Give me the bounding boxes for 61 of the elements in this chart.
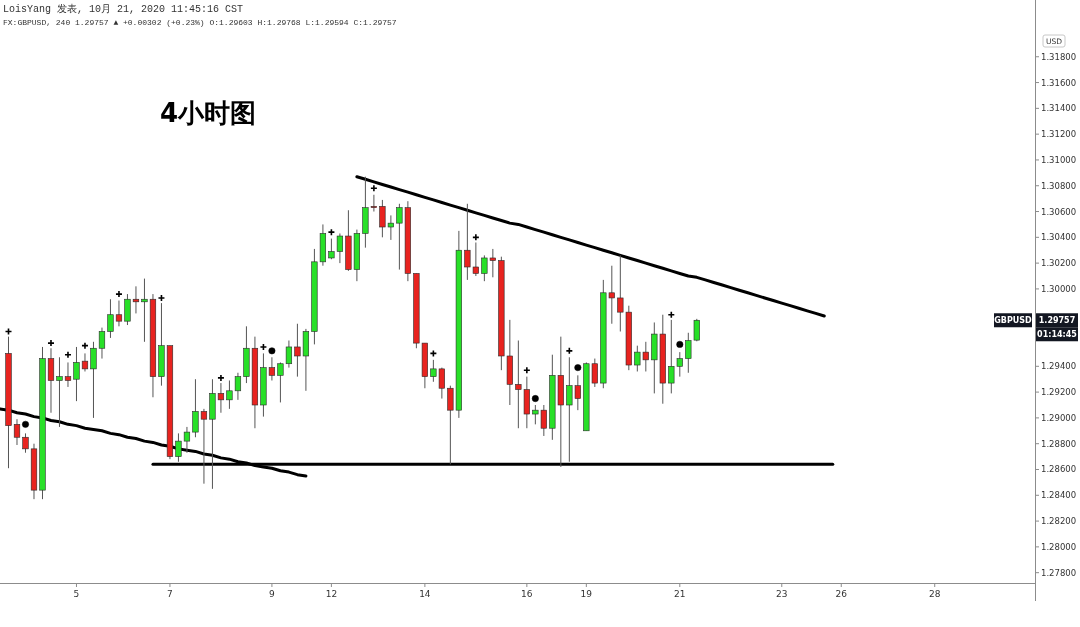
price-label: 1.29757 [1036, 313, 1078, 328]
y-tick-label: 1.30200 [1041, 258, 1077, 269]
text: FX:GBPUSD, 240 1.29757 ▲ +0.00302 (+0.23%) O:1.29603 H:1.29768 L:1.29594 C:1.29757 [3, 18, 397, 27]
x-tick-label: 12 [325, 589, 338, 599]
y-tick-label: 1.28200 [1041, 516, 1077, 527]
point [115, 290, 123, 298]
candlestick [132, 285, 140, 314]
candlestick [90, 341, 97, 419]
y-tick-label: 1.30600 [1041, 206, 1077, 217]
y-tick-label: 1.31800 [1041, 51, 1077, 62]
point [22, 420, 29, 428]
candlestick [98, 327, 106, 360]
candlestick [22, 432, 29, 454]
text: 4小时图 [160, 98, 257, 128]
x-tick-label: 9 [269, 589, 276, 599]
line-series [355, 175, 826, 318]
y-tick-label: 1.29400 [1041, 361, 1077, 372]
y-tick-label: 1.31000 [1041, 154, 1077, 165]
price-label: GBPUSD [994, 313, 1032, 328]
y-tick-label: 1.30400 [1041, 232, 1077, 243]
y-tick-label: 1.28800 [1041, 438, 1077, 449]
y-tick-label: 1.29000 [1041, 412, 1077, 423]
point [531, 395, 539, 403]
price-label: 01:14:45 [1036, 327, 1078, 342]
candlestick [81, 352, 89, 372]
x-tick-label: 26 [835, 589, 848, 599]
candlestick [56, 356, 63, 428]
candlestick [47, 347, 55, 414]
y-tick-label: 1.31600 [1041, 77, 1077, 88]
annotation: LoisYang 发表, 10月 21, 2020 11:45:16 CST [3, 3, 244, 15]
y-tick-label: 1.30000 [1041, 283, 1077, 294]
x-tick-label: 5 [73, 589, 80, 599]
point [217, 374, 225, 382]
candlestick [73, 346, 80, 402]
x-tick-label: 7 [167, 589, 173, 599]
x-tick-label: 28 [929, 589, 941, 599]
x-tick-label: 19 [580, 589, 593, 599]
candlestick [13, 418, 21, 446]
x-tick-label: 23 [776, 589, 788, 599]
candlestick [124, 293, 131, 326]
point [574, 364, 582, 372]
x-tick-label: 16 [521, 589, 533, 599]
point [47, 339, 55, 347]
candlestick [115, 300, 123, 327]
candlestick [64, 361, 72, 388]
point [523, 366, 531, 374]
x-tick-label: 14 [419, 589, 431, 599]
y-tick-label: 1.31200 [1041, 129, 1077, 140]
candlestick [107, 298, 114, 339]
y-tick-label: 1.29200 [1041, 387, 1077, 398]
point [676, 340, 684, 348]
candlestick [141, 278, 148, 343]
y-tick-label: 1.28400 [1041, 490, 1077, 501]
x-tick-label: 21 [674, 589, 686, 599]
point [64, 350, 72, 359]
y-tick-label: 1.27800 [1041, 567, 1077, 578]
y-tick-label: 1.30800 [1041, 180, 1077, 191]
y-tick-label: 1.31400 [1041, 103, 1077, 114]
y-tick-label: 1.28600 [1041, 464, 1077, 475]
point [268, 347, 276, 355]
y-tick-label: 1.28000 [1041, 541, 1077, 552]
